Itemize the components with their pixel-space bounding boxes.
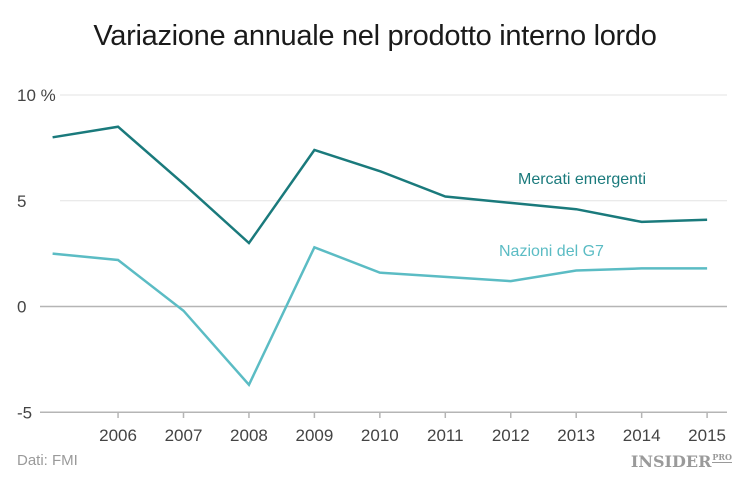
chart-title: Variazione annuale nel prodotto interno … [93,20,657,52]
y-tick-label: 5 [17,192,26,211]
x-tick-label: 2007 [165,426,203,445]
y-tick-label: -5 [17,403,32,422]
series-label: Mercati emergenti [518,171,646,188]
x-tick-label: 2010 [361,426,399,445]
y-tick-label: 10 % [17,86,56,105]
x-tick-label: 2014 [623,426,661,445]
x-tick-label: 2008 [230,426,268,445]
insider-pro-logo: INSIDERPRO [630,452,732,471]
source-note: Dati: FMI [17,452,78,469]
series-label: Nazioni del G7 [499,243,604,260]
y-tick-label: 0 [17,298,26,317]
x-tick-label: 2006 [99,426,137,445]
x-tick-label: 2009 [295,426,333,445]
x-tick-label: 2011 [427,426,464,445]
series-line-nazioni-g7 [52,245,708,387]
x-tick-label: 2015 [688,426,726,445]
x-tick-label: 2012 [492,426,530,445]
x-tick-label: 2013 [557,426,595,445]
